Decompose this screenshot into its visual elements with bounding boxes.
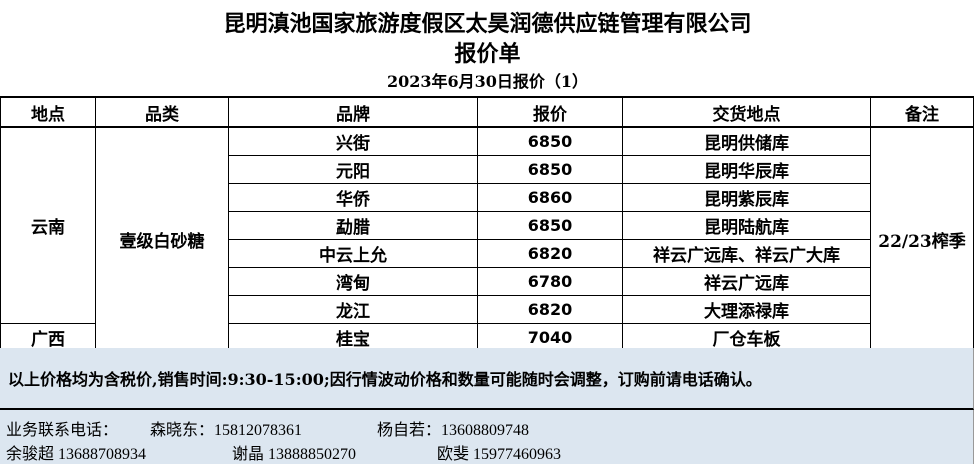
col-header-delivery: 交货地点 [622,96,871,128]
price-cell: 6820 [477,239,623,268]
delivery-cell: 昆明紫辰库 [622,183,871,212]
contact-2: 杨自若：13608809748 [377,422,530,439]
table-row: 云南 壹级白砂糖 兴街 6850 昆明供储库 22/23榨季 [0,126,974,352]
brand-cell: 华侨 [228,183,478,212]
price-cell: 7040 [477,323,623,352]
table-row: 勐腊 6850 昆明陆航库 [1,211,974,240]
brand-cell: 桂宝 [228,323,478,352]
date-line: 2023年6月30日报价（1） [386,72,589,91]
table-row: 中云上允 6820 祥云广远库、祥云广大库 [1,239,974,268]
brand-cell: 龙江 [228,295,478,324]
table-row: 湾甸 6780 祥云广远库 [1,267,974,296]
contact-3: 余骏超 13688708934 [6,446,147,463]
brand-cell: 勐腊 [228,211,478,240]
contacts-label: 业务联系电话： [6,422,119,439]
notes-text: 以上价格均为含税价,销售时间:9:30-15:00;因行情波动价格和数量可能随时… [8,370,762,389]
price-cell: 6850 [477,126,623,156]
brand-cell: 元阳 [228,155,478,184]
delivery-cell: 大理添禄库 [622,295,871,324]
col-header-brand: 品牌 [228,96,478,128]
col-header-location: 地点 [0,96,96,128]
table-header-row: 地点 品类 品牌 报价 交货地点 备注 [0,96,974,128]
delivery-cell: 昆明陆航库 [622,211,871,240]
notes-bar: 以上价格均为含税价,销售时间:9:30-15:00;因行情波动价格和数量可能随时… [0,348,974,410]
document-title: 报价单 [454,41,521,67]
table-row: 元阳 6850 昆明华辰库 [1,155,974,184]
delivery-cell: 祥云广远库、祥云广大库 [622,239,871,268]
price-cell: 6860 [477,183,623,212]
price-cell: 6780 [477,267,623,296]
col-header-remark: 备注 [870,96,974,128]
brand-cell: 兴街 [228,126,478,156]
price-table: 地点 品类 品牌 报价 交货地点 备注 云南 壹级白砂糖 兴街 6850 昆明供储库 22… [0,96,974,352]
delivery-cell: 昆明华辰库 [622,155,871,184]
remark-cell: 22/23榨季 [870,126,974,352]
col-header-price: 报价 [477,96,623,128]
company-name: 昆明滇池国家旅游度假区太昊润德供应链管理有限公司 [223,11,752,37]
delivery-cell: 祥云广远库 [622,267,871,296]
contacts-section: 业务联系电话： 森晓东：15812078361 杨自若：13608809748 … [0,410,974,464]
category-cell: 壹级白砂糖 [95,126,229,352]
table-row: 华侨 6860 昆明紫辰库 [1,183,974,212]
delivery-cell: 昆明供储库 [622,126,871,156]
table-row: 广西 桂宝 7040 厂仓车板 [0,323,974,352]
brand-cell: 中云上允 [228,239,478,268]
price-cell: 6820 [477,295,623,324]
brand-cell: 湾甸 [228,267,478,296]
contact-5: 欧斐 15977460963 [437,446,562,463]
table-row: 龙江 6820 大理添禄库 [1,295,974,324]
contact-4: 谢晶 13888850270 [232,446,357,463]
location-cell: 云南 [0,126,96,324]
contact-1: 森晓东：15812078361 [150,422,303,439]
col-header-category: 品类 [95,96,229,128]
price-cell: 6850 [477,155,623,184]
price-cell: 6850 [477,211,623,240]
